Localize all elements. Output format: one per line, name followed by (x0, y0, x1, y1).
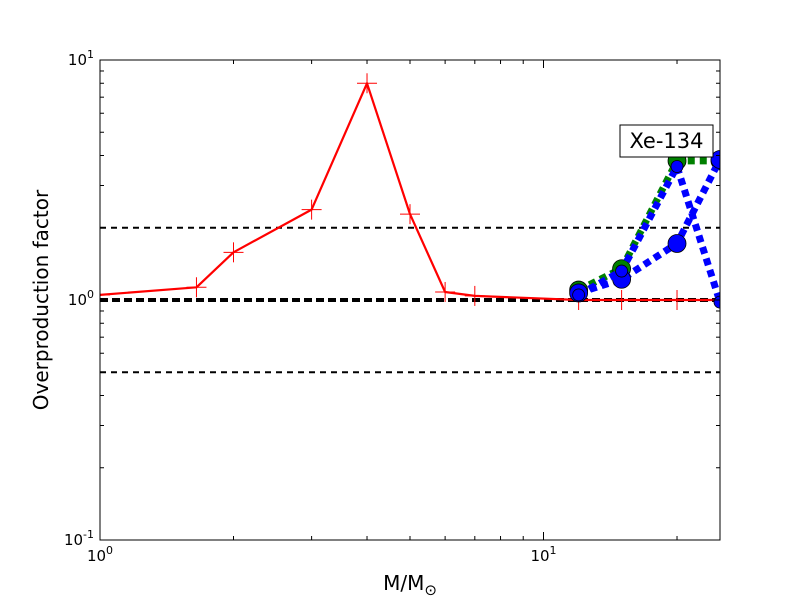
series-3-point-3 (667, 234, 687, 253)
series-1-point-11 (667, 290, 688, 310)
y-tick-label-2: 100 (68, 288, 94, 309)
series-1-point-8 (464, 285, 485, 306)
series-1-point-5 (357, 73, 378, 94)
y-tick-label-2-base: 10 (68, 291, 87, 309)
y-tick-label-1-base: 10 (64, 531, 83, 549)
series-1-point-6 (400, 204, 420, 225)
series-4-point-3 (670, 160, 684, 173)
series-1-point-1 (100, 284, 110, 305)
y-tick-label-3-base: 10 (68, 51, 87, 69)
annotation-frame (619, 124, 714, 158)
series-4-point-4 (713, 295, 720, 309)
series-1-point-4 (301, 199, 322, 220)
series-1-point-2 (186, 277, 207, 298)
y-tick-label-1: 10-1 (64, 528, 94, 549)
x-axis-label-main: M/M (383, 571, 424, 595)
series-3 (569, 150, 720, 303)
x-tick-label-2: 101 (530, 544, 556, 565)
annotation-label: Xe-134 (629, 129, 703, 153)
x-axis-label: M/M⊙ (383, 571, 437, 599)
series-1-point-7 (435, 281, 456, 302)
y-axis-label: Overproduction factor (29, 189, 53, 410)
series-layer (100, 73, 720, 310)
x-tick-label-2-exp: 1 (550, 544, 557, 557)
series-4-point-1 (572, 288, 586, 302)
x-axis-label-subscript: ⊙ (424, 581, 437, 599)
series-3-line (577, 157, 720, 297)
y-tick-label-3-exp: 1 (87, 48, 94, 61)
y-tick-label-2-exp: 0 (87, 288, 94, 301)
series-1 (100, 73, 720, 310)
series-1-point-10 (611, 290, 632, 310)
series-4-point-2 (615, 264, 629, 278)
series-1-point-3 (223, 242, 244, 263)
annotation-box: Xe-134 (619, 124, 714, 158)
x-tick-label-2-base: 10 (530, 547, 549, 565)
series-4 (572, 160, 720, 309)
x-tick-label-1-exp: 0 (106, 544, 113, 557)
x-tick-label-1-base: 10 (87, 547, 106, 565)
x-tick-label-1: 100 (87, 544, 113, 565)
y-tick-label-1-exp: -1 (83, 528, 94, 541)
series-4-line (576, 163, 720, 304)
y-tick-label-3: 101 (68, 48, 94, 69)
